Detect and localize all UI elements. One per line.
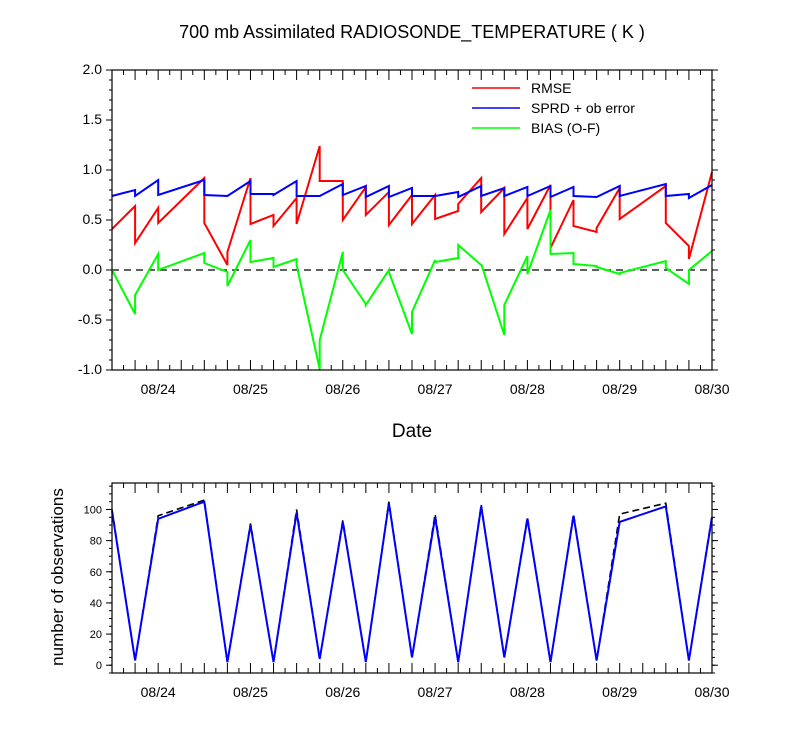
series-line-used-observations — [111, 500, 713, 663]
y-tick-label: 0 — [96, 660, 102, 672]
y-tick-label: 20 — [90, 629, 102, 641]
x-tick-label-08-24: 08/24 — [141, 684, 176, 700]
x-tick-label-08-25: 08/25 — [233, 684, 268, 700]
y-tick-label: 0.5 — [83, 211, 103, 227]
x-tick-label-08-26: 08/26 — [325, 684, 360, 700]
chart-title: 700 mb Assimilated RADIOSONDE_TEMPERATUR… — [179, 22, 645, 43]
series-line-sprd-ob-error — [111, 178, 713, 200]
y-tick-label: 60 — [90, 567, 102, 579]
plot-frame — [111, 482, 713, 674]
x-tick-label-08-25: 08/25 — [233, 381, 268, 397]
y-tick-label: 2.0 — [83, 61, 103, 77]
plot-frame — [111, 69, 713, 371]
x-tick-label-08-30: 08/30 — [694, 381, 729, 397]
y-tick-label: 1.5 — [83, 111, 103, 127]
x-tick-label-08-28: 08/28 — [510, 684, 545, 700]
y-tick-label: 0.0 — [83, 261, 103, 277]
x-tick-label-08-28: 08/28 — [510, 381, 545, 397]
y-tick-label: 80 — [90, 536, 102, 548]
legend-label-sprd-ob-error: SPRD + ob error — [531, 100, 635, 116]
bottom-panel: 08/24 08/25 08/26 08/27 08/28 08/29 08/30 100 80… — [84, 482, 730, 700]
series-line-possible-observations — [111, 499, 713, 663]
x-tick-label-08-26: 08/26 — [325, 381, 360, 397]
legend-label-rmse: RMSE — [531, 80, 571, 96]
x-tick-label-08-30: 08/30 — [694, 684, 729, 700]
x-tick-label-08-24: 08/24 — [141, 381, 176, 397]
series-line-rmse — [111, 145, 713, 266]
x-tick-label-08-27: 08/27 — [418, 684, 453, 700]
x-axis-label: Date — [392, 421, 432, 442]
x-tick-label-08-29: 08/29 — [602, 684, 637, 700]
legend-label-bias-o-f: BIAS (O-F) — [531, 120, 600, 136]
y-tick-label: -1.0 — [78, 361, 102, 377]
y-tick-label: 40 — [90, 598, 102, 610]
x-tick-label-08-27: 08/27 — [418, 381, 453, 397]
y-tick-label: -0.5 — [78, 311, 102, 327]
y-tick-label: 1.0 — [83, 161, 103, 177]
y-tick-label: 100 — [84, 504, 102, 516]
series-line-bias-o-f — [111, 209, 713, 370]
top-panel: 08/24 08/25 08/26 08/27 08/28 08/29 08/30 2.0 1.… — [78, 61, 730, 397]
x-tick-label-08-29: 08/29 — [602, 381, 637, 397]
y-axis-label-observations: number of observations — [48, 488, 67, 666]
